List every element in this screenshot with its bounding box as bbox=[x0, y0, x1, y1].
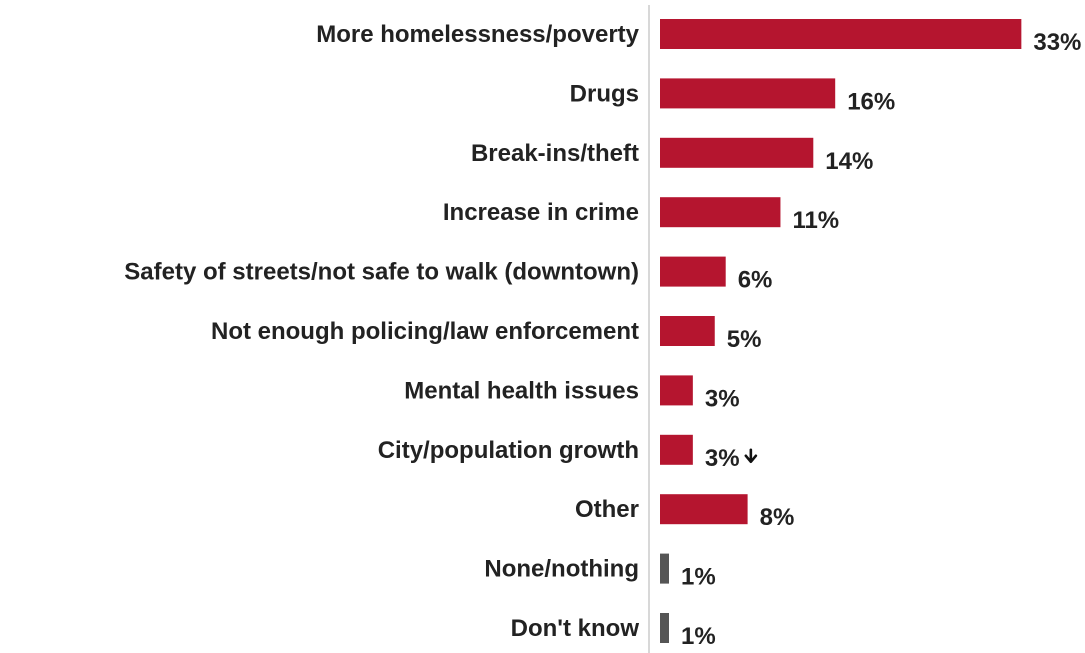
value-label: 11% bbox=[792, 207, 839, 234]
category-label: More homelessness/poverty bbox=[316, 21, 639, 48]
category-label: Not enough policing/law enforcement bbox=[211, 318, 639, 345]
bar bbox=[660, 256, 726, 287]
value-label: 3% bbox=[705, 385, 740, 412]
down-arrow-icon bbox=[744, 448, 758, 464]
category-label: Safety of streets/not safe to walk (down… bbox=[124, 259, 639, 286]
value-label: 16% bbox=[847, 88, 895, 115]
bar bbox=[660, 197, 781, 228]
bar bbox=[660, 613, 669, 643]
category-label: Don't know bbox=[511, 615, 640, 642]
bar bbox=[660, 19, 1022, 49]
bar bbox=[660, 78, 836, 109]
value-label: 5% bbox=[727, 326, 762, 353]
bar bbox=[660, 494, 748, 525]
category-label: Break-ins/theft bbox=[471, 140, 639, 167]
category-label: City/population growth bbox=[378, 437, 639, 464]
value-label: 33% bbox=[1033, 29, 1081, 56]
category-label: Increase in crime bbox=[443, 199, 639, 226]
bar bbox=[660, 137, 814, 168]
value-label: 1% bbox=[681, 623, 716, 650]
bar bbox=[660, 553, 669, 584]
category-label: Drugs bbox=[570, 80, 639, 107]
value-label: 14% bbox=[825, 148, 873, 175]
value-label: 3% bbox=[705, 445, 740, 472]
category-label: None/nothing bbox=[484, 556, 639, 583]
bar bbox=[660, 375, 693, 406]
bars-group: More homelessness/poverty 33% Drugs 16% Brea… bbox=[124, 19, 1081, 650]
bar bbox=[660, 316, 715, 346]
value-label: 1% bbox=[681, 564, 716, 591]
bar bbox=[660, 434, 693, 465]
category-label: Other bbox=[575, 496, 639, 523]
value-label: 8% bbox=[760, 504, 795, 531]
value-label: 6% bbox=[738, 267, 773, 294]
category-label: Mental health issues bbox=[404, 377, 639, 404]
